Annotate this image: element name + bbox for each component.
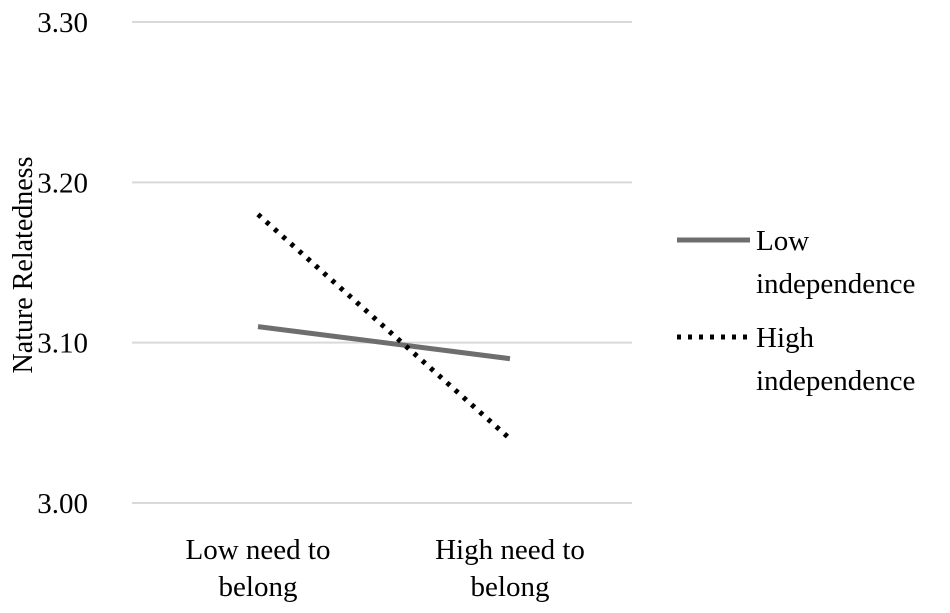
x-category-label: High need to belong — [435, 534, 585, 603]
series-lines — [256, 212, 512, 441]
y-axis-ticks: 3.00 3.10 3.20 3.30 — [37, 7, 88, 520]
y-tick-label: 3.00 — [37, 488, 88, 520]
y-tick-label: 3.20 — [37, 167, 88, 199]
y-tick-label: 3.30 — [37, 7, 88, 39]
y-tick-label: 3.10 — [37, 328, 88, 360]
x-category-label: Low need to belong — [186, 534, 331, 603]
series-line-high-independence — [256, 212, 512, 441]
y-axis-title: Nature Relatedness — [8, 157, 39, 374]
gridlines — [132, 21, 632, 504]
legend: Low independence High independence — [677, 225, 915, 397]
legend-label: Low independence — [756, 225, 915, 300]
x-axis-categories: Low need to belong High need to belong — [186, 534, 585, 603]
legend-label: High independence — [756, 322, 915, 397]
series-line-low-independence — [257, 324, 511, 362]
